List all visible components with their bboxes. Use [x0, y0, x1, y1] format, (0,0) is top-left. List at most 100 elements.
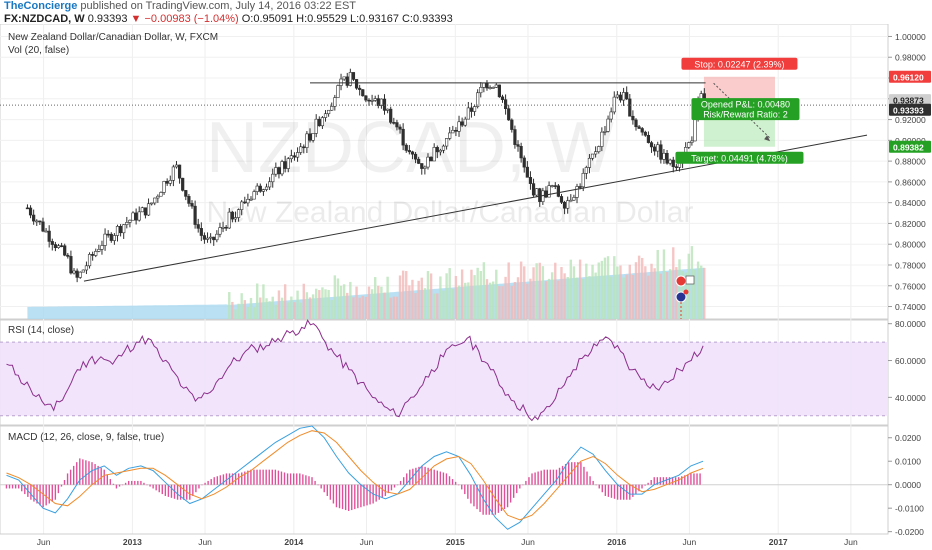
macd-histogram-bar [677, 477, 680, 485]
time-tick-label: 2017 [769, 537, 788, 547]
price-tick-label: 0.74000 [895, 302, 926, 312]
candle-body [612, 96, 616, 113]
macd-tick-label: -0.0200 [895, 527, 924, 537]
candle-body [615, 94, 619, 98]
macd-histogram-bar [360, 484, 362, 508]
candle-body [413, 153, 418, 160]
macd-histogram-bar [592, 480, 594, 485]
volume-bar [395, 296, 399, 319]
candle-body [112, 235, 116, 241]
candle-body [125, 222, 129, 226]
candle-body [202, 235, 207, 240]
stop-zone[interactable] [703, 76, 775, 101]
time-tick-label: Jun [37, 537, 51, 547]
volume-bar [529, 278, 532, 319]
publisher-name[interactable]: TheConcierge [4, 0, 78, 12]
macd-histogram-bar [149, 484, 151, 487]
volume-bar [693, 269, 697, 319]
calendar-icon[interactable] [685, 275, 695, 285]
macd-histogram-bar [179, 484, 182, 500]
macd-histogram-bar [543, 469, 545, 485]
macd-histogram-bar [36, 484, 38, 504]
volume-bar [485, 279, 489, 319]
canada-flag-icon[interactable] [675, 275, 687, 287]
rsi-axis[interactable]: 80.0000 60.0000 40.0000 [888, 319, 926, 403]
candle-body [171, 166, 175, 181]
volume-bar [252, 307, 256, 319]
macd-histogram-bar [448, 476, 451, 485]
event-flags[interactable] [675, 275, 695, 319]
candle-body [407, 150, 411, 153]
candle-body [327, 109, 331, 115]
macd-histogram-bar [699, 473, 701, 485]
macd-axis[interactable]: 0.0200 0.0100 0.0000 -0.0100 -0.0200 [888, 433, 924, 537]
rsi-tick-label: 40.0000 [895, 393, 926, 403]
macd-histogram-bar [91, 462, 93, 485]
last-price-badge: 0.93393 [893, 105, 924, 115]
candle-body [205, 237, 210, 240]
macd-histogram-bar [583, 466, 585, 485]
candle-body [625, 92, 629, 100]
macd-histogram-bar [601, 484, 603, 493]
candle-body [60, 245, 64, 247]
volume-bar [305, 292, 309, 319]
volume-bar [637, 255, 641, 319]
macd-histogram-bar [8, 484, 11, 489]
volume-bar [411, 279, 414, 319]
candle-body [336, 85, 340, 98]
macd-histogram-bar [182, 484, 185, 500]
time-axis[interactable]: Jun 2013 Jun 2014 Jun 2015 Jun 2016 Jun 2017 Jun [0, 533, 888, 547]
candle-body [240, 201, 244, 210]
candle-body [417, 158, 421, 164]
candle-body [584, 167, 588, 174]
price-tick-label: 0.78000 [895, 260, 926, 270]
volume-bar [557, 280, 560, 319]
macd-histogram-bar [519, 484, 521, 489]
volume-ma-area [27, 267, 705, 319]
candle-body [56, 245, 61, 248]
volume-bar [634, 262, 638, 319]
macd-histogram-bar [259, 469, 261, 485]
macd-histogram-bar [439, 471, 442, 485]
macd-histogram-bar [329, 484, 332, 500]
symbol-label: FX:NZDCAD, W [4, 13, 85, 25]
candle-body [556, 185, 560, 197]
volume-bar [398, 275, 402, 319]
macd-histogram-bar [650, 480, 652, 485]
rsi-line [6, 319, 704, 422]
volume-bar [585, 263, 588, 319]
volume-bar [631, 274, 635, 319]
chart-canvas[interactable]: NZDCAD, W New Zealand Dollar/Canadian Do… [0, 24, 932, 550]
candle-body [97, 249, 101, 252]
volume-bar [439, 276, 442, 319]
flag-badge-icon [683, 289, 689, 295]
macd-histogram-bar [546, 469, 548, 485]
macd-histogram-bar [567, 462, 570, 485]
candle-body [87, 254, 92, 267]
macd-histogram-bar [461, 484, 463, 490]
candle-body [510, 119, 514, 130]
candle-body [236, 209, 241, 218]
candle-body [553, 185, 557, 187]
macd-histogram-bar [244, 471, 246, 485]
candle-body [618, 94, 623, 101]
candle-body [361, 89, 365, 97]
candle-body [286, 158, 290, 169]
candle-body [252, 191, 256, 200]
macd-histogram-bar [479, 484, 481, 512]
volume-bar [473, 275, 476, 319]
macd-histogram [5, 458, 701, 515]
rsi-pane-title: RSI (14, close) [8, 325, 74, 336]
candle-body [227, 211, 231, 229]
volume-bar [358, 297, 361, 319]
projection-arrow [713, 82, 771, 139]
candle-body [258, 185, 262, 192]
macd-histogram-bar [14, 484, 17, 489]
candle-body [72, 270, 76, 274]
macd-histogram-bar [488, 484, 490, 515]
volume-bar [501, 286, 504, 319]
candle-body [550, 185, 554, 187]
macd-histogram-bar [571, 462, 573, 485]
volume-bar [470, 269, 473, 319]
